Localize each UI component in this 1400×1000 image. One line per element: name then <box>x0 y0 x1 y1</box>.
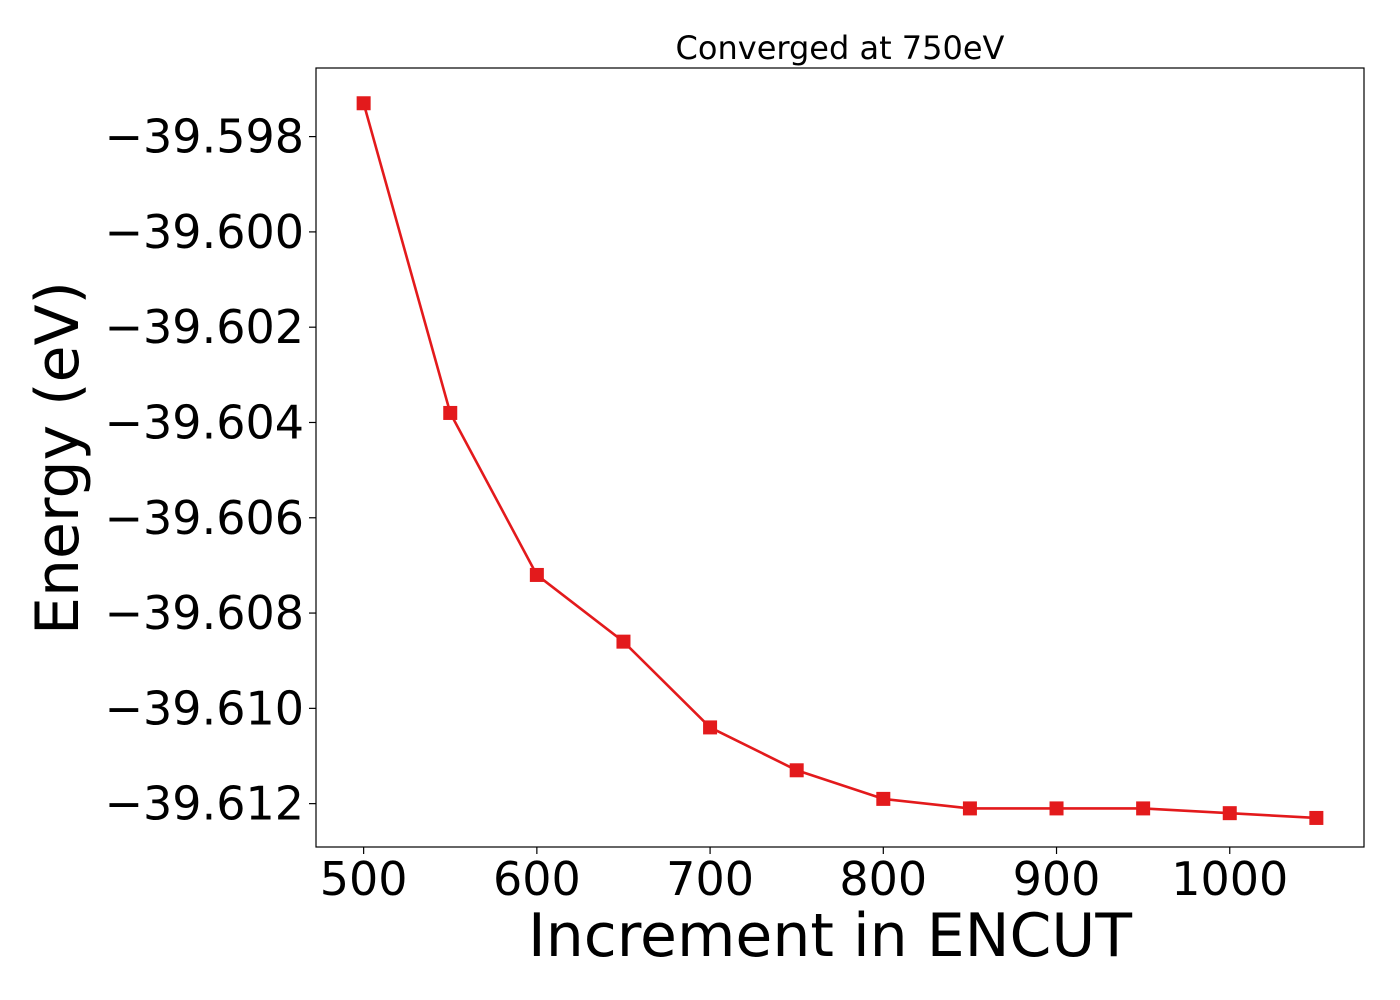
y-tick-label: −39.602 <box>105 300 305 354</box>
plot-area-frame <box>315 67 1365 848</box>
y-axis: −39.598 −39.600 −39.602 −39.604 −39.606 −39.6… <box>105 110 316 831</box>
data-point-marker <box>962 801 977 816</box>
chart-title: Converged at 750eV <box>676 29 1005 67</box>
data-point-marker <box>616 634 631 649</box>
x-tick-label: 500 <box>320 852 408 906</box>
data-point-marker <box>703 720 718 735</box>
y-axis-label: Energy (eV) <box>23 281 93 635</box>
data-point-marker <box>1222 806 1237 821</box>
data-point-marker <box>789 763 804 778</box>
data-point-marker <box>1049 801 1064 816</box>
data-point-marker <box>443 405 458 420</box>
series-line <box>362 102 1317 820</box>
x-axis: 500 600 700 800 900 1000 <box>320 847 1288 906</box>
x-axis-label: Increment in ENCUT <box>528 901 1132 971</box>
x-tick-label: 600 <box>493 852 581 906</box>
y-tick-label: −39.608 <box>105 586 305 640</box>
data-point-marker <box>876 791 891 806</box>
x-tick-label: 900 <box>1013 852 1101 906</box>
y-tick-label: −39.604 <box>105 395 305 449</box>
data-point-marker <box>356 96 371 111</box>
x-tick-label: 1000 <box>1171 852 1288 906</box>
y-tick-label: −39.598 <box>105 110 305 164</box>
data-point-marker <box>529 567 544 582</box>
x-tick-label: 700 <box>666 852 754 906</box>
series-layer <box>356 96 1324 825</box>
x-tick-label: 800 <box>839 852 927 906</box>
data-point-marker <box>1309 810 1324 825</box>
y-tick-label: −39.610 <box>105 681 305 735</box>
y-tick-label: −39.612 <box>105 777 305 831</box>
data-point-marker <box>1136 801 1151 816</box>
y-tick-label: −39.600 <box>105 205 305 259</box>
y-tick-label: −39.606 <box>105 491 305 545</box>
